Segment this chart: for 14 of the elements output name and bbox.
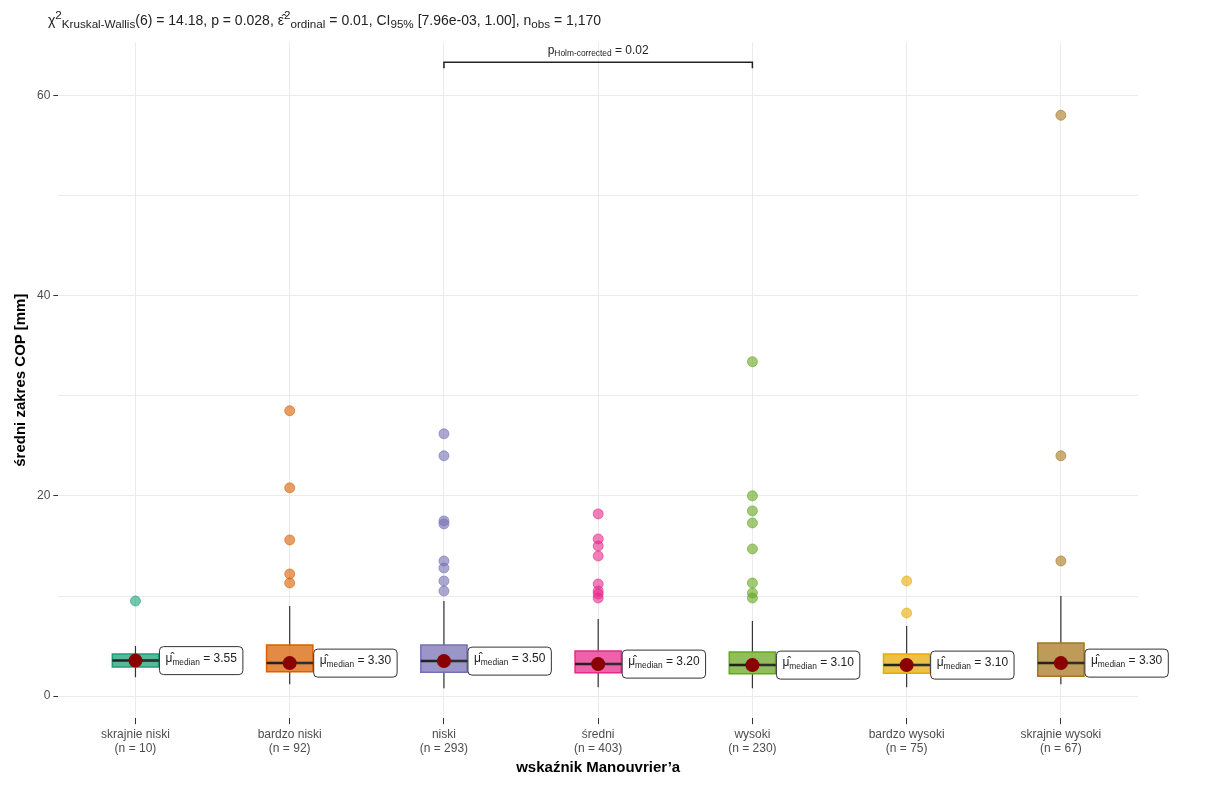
x-tick-label: bardzo niski (n = 92)	[257, 726, 322, 756]
y-tick-label: 20	[36, 488, 51, 503]
x-tick-label: bardzo wysoki (n = 75)	[868, 726, 945, 756]
chart-title: χ$^{2}$$_{Kruskal-Wallis}$(6) = 14.18, p = 0.028, ε̂$^{2}$$_{ordinal}$ = 0.01, CI$_{95%}$ [7.96e-03, 1.00], n$_{obs}$ = 1,170	[48, 8, 602, 31]
x-tick-label: skrajnie wysoki (n = 67)	[1020, 726, 1102, 756]
x-tick-label: średni (n = 403)	[573, 726, 623, 756]
y-tick-label: 40	[36, 287, 51, 302]
x-tick-label: skrajnie niski (n = 10)	[101, 726, 170, 756]
x-axis-title: wskaźnik Manouvrier’a	[515, 758, 681, 776]
y-tick-label: 60	[36, 87, 51, 102]
x-tick-label: niski (n = 293)	[419, 726, 469, 756]
y-axis-title: średni zakres COP [mm]	[11, 293, 29, 467]
y-tick-label: 0	[43, 688, 51, 703]
x-tick-label: wysoki (n = 230)	[728, 726, 777, 756]
